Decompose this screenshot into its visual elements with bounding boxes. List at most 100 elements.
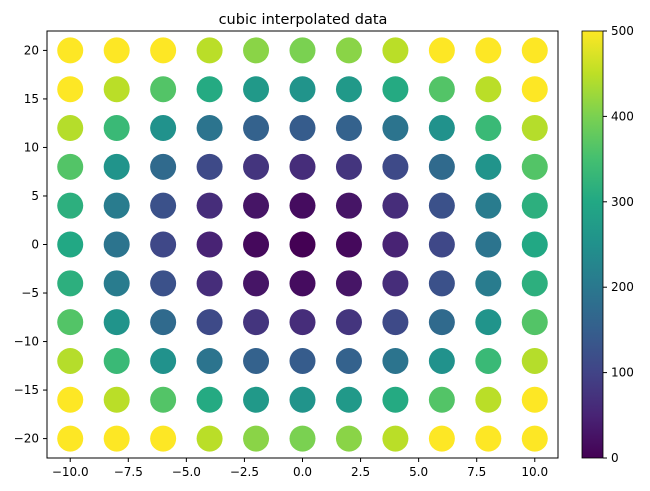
data-point xyxy=(475,347,502,374)
chart-title: cubic interpolated data xyxy=(219,12,388,28)
y-tick-label: 10 xyxy=(24,140,39,154)
data-point xyxy=(428,153,455,180)
data-point xyxy=(57,425,84,452)
colorbar-tick-label: 200 xyxy=(611,280,634,294)
data-point xyxy=(475,37,502,64)
data-point xyxy=(243,231,270,258)
data-point xyxy=(57,192,84,219)
data-point xyxy=(150,231,177,258)
data-point xyxy=(57,270,84,297)
data-point xyxy=(475,115,502,142)
colorbar-axis: 0 100 200 300 400 500 xyxy=(603,24,634,465)
data-point xyxy=(521,309,548,336)
data-point xyxy=(289,309,316,336)
data-point xyxy=(289,270,316,297)
x-tick-label: −7.5 xyxy=(114,465,143,479)
data-point xyxy=(196,231,223,258)
colorbar-tick-label: 100 xyxy=(611,366,634,380)
data-point xyxy=(196,347,223,374)
data-point xyxy=(382,192,409,219)
data-point xyxy=(382,270,409,297)
data-point xyxy=(428,386,455,413)
x-tick-label: 5.0 xyxy=(409,465,428,479)
data-point xyxy=(475,153,502,180)
colorbar-tick-label: 500 xyxy=(611,24,634,38)
data-point xyxy=(475,309,502,336)
data-point xyxy=(475,386,502,413)
data-point xyxy=(103,115,130,142)
y-tick-label: −15 xyxy=(14,383,39,397)
data-point xyxy=(103,309,130,336)
data-point xyxy=(428,115,455,142)
data-point xyxy=(57,347,84,374)
data-point xyxy=(475,270,502,297)
y-tick-label: 15 xyxy=(24,92,39,106)
data-point xyxy=(335,76,362,103)
data-point xyxy=(243,309,270,336)
data-point xyxy=(243,425,270,452)
data-point xyxy=(150,386,177,413)
data-point xyxy=(521,192,548,219)
data-point xyxy=(521,115,548,142)
y-tick-label: 20 xyxy=(24,43,39,57)
data-point xyxy=(150,76,177,103)
data-point xyxy=(150,347,177,374)
data-point xyxy=(521,347,548,374)
data-point xyxy=(103,153,130,180)
data-point xyxy=(57,231,84,258)
data-point xyxy=(521,386,548,413)
data-point xyxy=(150,37,177,64)
data-point xyxy=(289,115,316,142)
colorbar-tick-label: 0 xyxy=(611,451,619,465)
data-point xyxy=(289,386,316,413)
data-point xyxy=(335,270,362,297)
y-axis: −20 −15 −10 −5 0 5 10 15 20 xyxy=(14,43,47,446)
colorbar xyxy=(581,30,604,459)
data-point xyxy=(103,37,130,64)
data-point xyxy=(150,309,177,336)
scatter-points xyxy=(57,37,548,452)
data-point xyxy=(150,115,177,142)
data-point xyxy=(196,76,223,103)
data-point xyxy=(57,153,84,180)
data-point xyxy=(196,425,223,452)
data-point xyxy=(289,192,316,219)
data-point xyxy=(196,192,223,219)
data-point xyxy=(382,231,409,258)
data-point xyxy=(335,231,362,258)
data-point xyxy=(196,386,223,413)
data-point xyxy=(243,37,270,64)
data-point xyxy=(428,425,455,452)
data-point xyxy=(335,386,362,413)
data-point xyxy=(243,76,270,103)
data-point xyxy=(57,115,84,142)
data-point xyxy=(521,76,548,103)
data-point xyxy=(475,231,502,258)
data-point xyxy=(57,37,84,64)
data-point xyxy=(289,347,316,374)
data-point xyxy=(196,115,223,142)
data-point xyxy=(243,347,270,374)
data-point xyxy=(57,386,84,413)
data-point xyxy=(382,115,409,142)
data-point xyxy=(243,115,270,142)
data-point xyxy=(428,347,455,374)
data-point xyxy=(382,347,409,374)
data-point xyxy=(103,76,130,103)
data-point xyxy=(428,37,455,64)
data-point xyxy=(150,192,177,219)
colorbar-tick-label: 400 xyxy=(611,109,634,123)
data-point xyxy=(150,270,177,297)
x-tick-label: 10.0 xyxy=(521,465,548,479)
data-point xyxy=(289,231,316,258)
x-tick-label: 2.5 xyxy=(351,465,370,479)
data-point xyxy=(428,231,455,258)
x-tick-label: 0.0 xyxy=(293,465,312,479)
data-point xyxy=(335,347,362,374)
data-point xyxy=(428,309,455,336)
data-point xyxy=(196,309,223,336)
data-point xyxy=(196,270,223,297)
data-point xyxy=(521,153,548,180)
data-point xyxy=(335,37,362,64)
data-point xyxy=(521,270,548,297)
